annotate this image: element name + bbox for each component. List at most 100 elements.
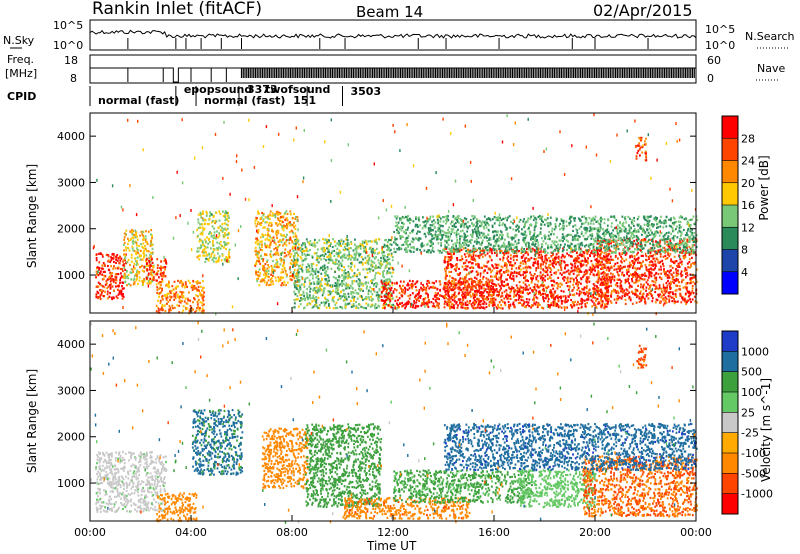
data-cell (382, 274, 384, 277)
data-cell (648, 287, 650, 290)
data-cell (179, 299, 182, 302)
data-cell (438, 302, 440, 305)
data-cell (543, 300, 545, 303)
data-cell (370, 263, 373, 266)
data-cell (560, 259, 563, 262)
data-cell (454, 286, 457, 289)
data-cell (187, 279, 190, 282)
data-cell (519, 301, 521, 304)
data-cell (277, 240, 280, 243)
data-cell (271, 239, 274, 242)
data-cell (380, 286, 383, 289)
data-cell (637, 251, 639, 254)
data-cell (551, 284, 554, 287)
data-cell (379, 272, 381, 275)
data-cell (313, 241, 316, 244)
data-cell (643, 297, 646, 300)
data-cell (255, 271, 257, 274)
data-cell (288, 221, 290, 224)
data-cell (610, 250, 613, 253)
data-cell (447, 298, 449, 301)
data-cell (528, 284, 531, 287)
data-cell (166, 293, 169, 296)
data-cell (206, 212, 208, 215)
data-cell (114, 275, 117, 279)
data-cell (312, 294, 315, 297)
data-cell (580, 305, 583, 308)
data-cell (520, 291, 522, 294)
data-cell (453, 252, 455, 256)
data-cell (295, 275, 298, 278)
data-cell (185, 302, 188, 305)
data-cell (493, 251, 496, 254)
data-cell (505, 289, 508, 292)
data-cell (130, 260, 133, 263)
data-cell (568, 285, 571, 288)
data-cell (598, 302, 601, 305)
data-cell (198, 258, 200, 261)
data-cell (339, 262, 342, 265)
data-cell (539, 274, 541, 277)
data-cell (378, 287, 381, 290)
data-cell (163, 259, 166, 262)
data-cell (139, 234, 142, 237)
data-cell (542, 273, 545, 276)
data-cell (269, 278, 272, 281)
data-cell (124, 281, 126, 284)
data-cell (260, 257, 263, 260)
data-cell (406, 288, 409, 291)
data-cell (480, 293, 483, 297)
data-cell (319, 266, 322, 269)
data-cell (528, 258, 531, 261)
data-cell (580, 270, 583, 273)
data-cell (136, 262, 138, 265)
data-cell (409, 284, 412, 287)
data-cell (445, 286, 448, 289)
data-cell (289, 266, 292, 269)
data-cell (559, 259, 561, 262)
data-cell (280, 241, 283, 244)
data-cell (277, 231, 280, 234)
data-cell (200, 244, 202, 247)
data-cell (117, 257, 120, 260)
data-cell (583, 251, 585, 254)
data-cell (196, 303, 199, 306)
data-cell (261, 243, 263, 246)
data-cell (445, 297, 447, 300)
data-cell (487, 285, 490, 288)
data-cell (455, 295, 458, 298)
data-cell (505, 278, 508, 281)
data-cell (606, 257, 609, 260)
data-cell (173, 280, 176, 283)
data-cell (560, 302, 563, 305)
data-cell (348, 255, 350, 258)
data-cell (205, 210, 208, 213)
data-cell (169, 298, 171, 302)
data-cell (550, 295, 553, 298)
data-cell (133, 281, 136, 284)
data-cell (424, 292, 427, 295)
data-cell (401, 290, 403, 293)
data-cell (418, 291, 421, 294)
data-cell (665, 297, 668, 301)
data-cell (584, 293, 587, 296)
data-cell (200, 293, 203, 296)
data-cell (585, 259, 588, 262)
data-cell (675, 279, 678, 282)
data-cell (684, 254, 687, 257)
data-cell (197, 295, 199, 298)
data-cell (317, 280, 320, 283)
data-cell (143, 254, 146, 258)
data-cell (391, 259, 394, 262)
data-cell (282, 283, 285, 286)
data-cell (341, 282, 344, 285)
data-cell (517, 301, 520, 305)
data-cell (535, 291, 538, 294)
data-cell (587, 298, 590, 301)
data-cell (625, 252, 628, 255)
data-cell (311, 306, 314, 309)
data-cell (454, 284, 456, 287)
data-cell (285, 210, 288, 213)
data-cell (390, 266, 392, 269)
data-cell (509, 276, 511, 279)
